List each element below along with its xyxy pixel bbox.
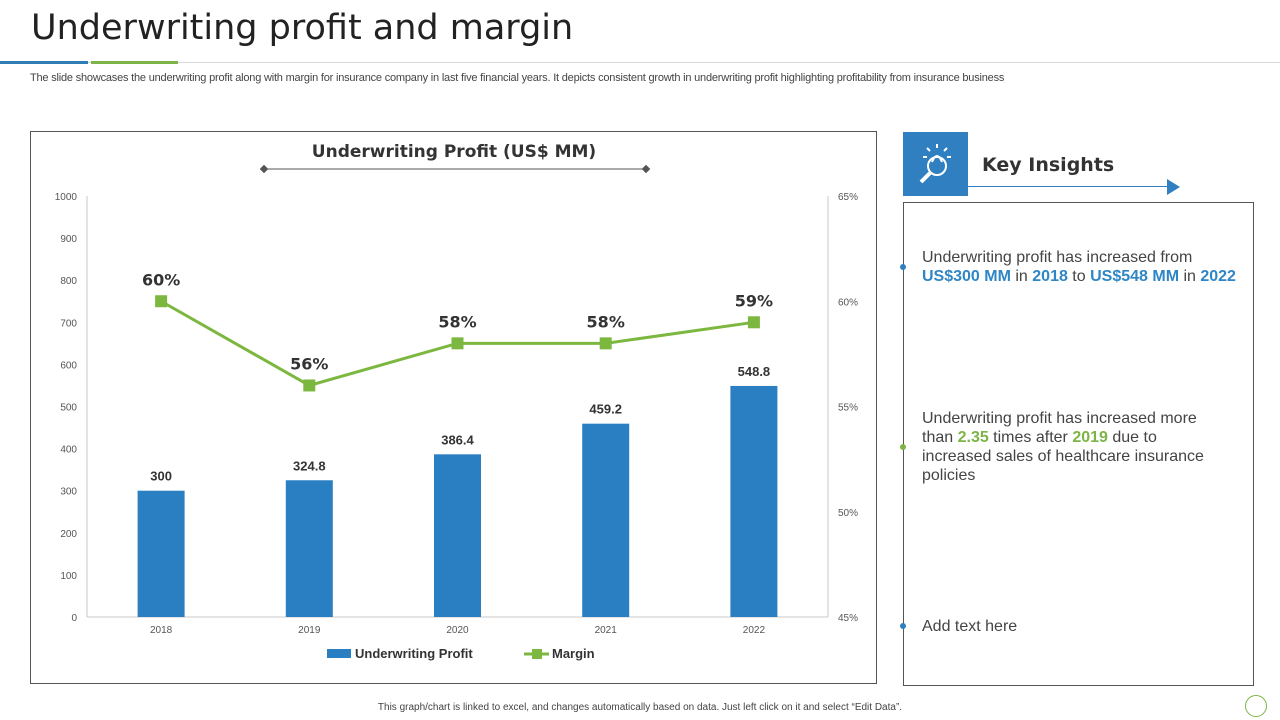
bar-data-label: 324.8 [293,458,326,473]
x-tick-label: 2018 [150,625,173,636]
lightbulb-magnifier-icon [919,144,951,184]
legend-swatch-marker [532,649,542,659]
chart-title: Underwriting Profit (US$ MM) [312,142,596,162]
margin-data-label: 60% [142,270,180,289]
y-left-tick-label: 200 [60,529,77,540]
y-right-tick-label: 60% [838,297,858,308]
insights-arrow-line [968,186,1168,187]
bar-underwriting-profit [285,480,333,617]
insight-bullet-2 [900,444,906,450]
legend-swatch-bar [327,649,351,658]
y-left-tick-label: 0 [71,613,77,624]
title-accent-green [91,61,178,64]
insight-text: in [1010,268,1033,285]
insight-item-3[interactable]: Add text here [922,617,1242,636]
y-right-tick-label: 65% [838,192,858,203]
arrow-right-icon [1167,179,1180,195]
margin-data-label: 58% [438,312,476,331]
y-left-tick-label: 400 [60,445,77,456]
x-tick-label: 2019 [298,625,321,636]
y-left-tick-label: 700 [60,318,77,329]
insight-text: Underwriting profit has increased more t… [922,410,1197,446]
combo-chart: Underwriting Profit (US$ MM) 0 100 200 300 40… [55,142,858,661]
bar-data-label: 459.2 [589,402,622,417]
title-accent-blue [0,61,88,64]
bar-data-label: 548.8 [738,364,771,379]
insight-bullet-3 [900,623,906,629]
insight-text: Underwriting profit has increased from [922,249,1193,266]
y-right-tick-label: 45% [838,613,858,624]
y-left-tick-label: 300 [60,487,77,498]
x-tick-label: 2020 [446,625,469,636]
y-left-tick-label: 900 [60,234,77,245]
insight-text: due to increased sales of healthcare ins… [922,429,1204,484]
bar-underwriting-profit [730,385,778,617]
insight-text: Add text here [922,618,1018,635]
x-tick-label: 2022 [743,625,766,636]
footer-note: This graph/chart is linked to excel, and… [377,702,903,713]
margin-marker [155,295,168,308]
insight-bullet-1 [900,264,906,270]
y-left-tick-label: 600 [60,360,77,371]
margin-data-label: 56% [290,354,328,373]
bar-underwriting-profit [582,423,630,617]
y-right-tick-label: 50% [838,508,858,519]
insight-text: in [1179,268,1201,285]
insight-highlight: 2022 [1200,268,1236,285]
key-insights-title: Key Insights [982,154,1115,176]
bar-data-label: 386.4 [441,432,474,447]
insight-item-1: Underwriting profit has increased from U… [922,248,1242,286]
title-diamond-right [641,164,651,174]
margin-marker [303,379,316,392]
insight-highlight: 2019 [1072,429,1108,446]
insight-highlight: US$548 MM [1090,268,1180,285]
title-diamond-left [259,164,269,174]
y-left-tick-label: 800 [60,276,77,287]
bar-data-label: 300 [150,469,172,484]
y-left-tick-label: 1000 [55,192,78,203]
y-left-tick-label: 100 [60,571,77,582]
slide-description: The slide showcases the underwriting pro… [30,72,1005,84]
bar-underwriting-profit [137,490,185,617]
decorative-circle [1245,695,1267,717]
legend-label-margin: Margin [552,646,595,661]
chart-container[interactable]: Underwriting Profit (US$ MM) 0 100 200 300 40… [30,131,877,684]
margin-data-label: 59% [735,291,773,310]
insight-highlight: US$300 MM [922,268,1011,285]
x-tick-label: 2021 [595,625,618,636]
title-divider [0,62,1280,63]
margin-marker [599,337,612,350]
page-title: Underwriting profit and margin [31,8,574,48]
margin-data-label: 58% [587,312,625,331]
legend-label-underwriting-profit: Underwriting Profit [355,646,473,661]
insights-icon-box [903,132,968,196]
insight-text: to [1067,268,1091,285]
insight-text: times after [988,429,1073,446]
insight-highlight: 2018 [1032,268,1068,285]
insight-item-2: Underwriting profit has increased more t… [922,409,1212,485]
y-right-tick-label: 55% [838,403,858,414]
bar-underwriting-profit [434,454,481,617]
y-left-tick-label: 500 [60,403,77,414]
insight-highlight: 2.35 [957,429,989,446]
margin-marker [747,316,760,329]
margin-marker [451,337,464,350]
